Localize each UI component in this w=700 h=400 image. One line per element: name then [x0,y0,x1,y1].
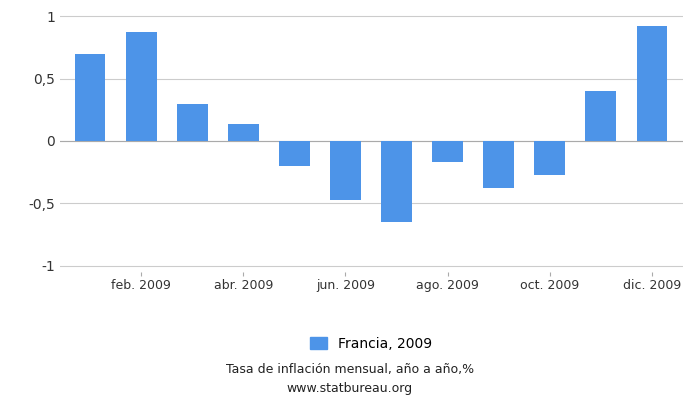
Bar [330,141,360,200]
Bar [636,26,667,141]
Bar [75,54,106,141]
Bar [177,104,208,141]
Bar [483,141,514,188]
Legend: Francia, 2009: Francia, 2009 [310,336,432,350]
Bar [534,141,565,175]
Bar [279,141,309,166]
Bar [585,91,616,141]
Bar [126,32,157,141]
Text: www.statbureau.org: www.statbureau.org [287,382,413,395]
Bar [228,124,259,141]
Bar [433,141,463,162]
Text: Tasa de inflación mensual, año a año,%: Tasa de inflación mensual, año a año,% [226,364,474,376]
Bar [382,141,412,222]
